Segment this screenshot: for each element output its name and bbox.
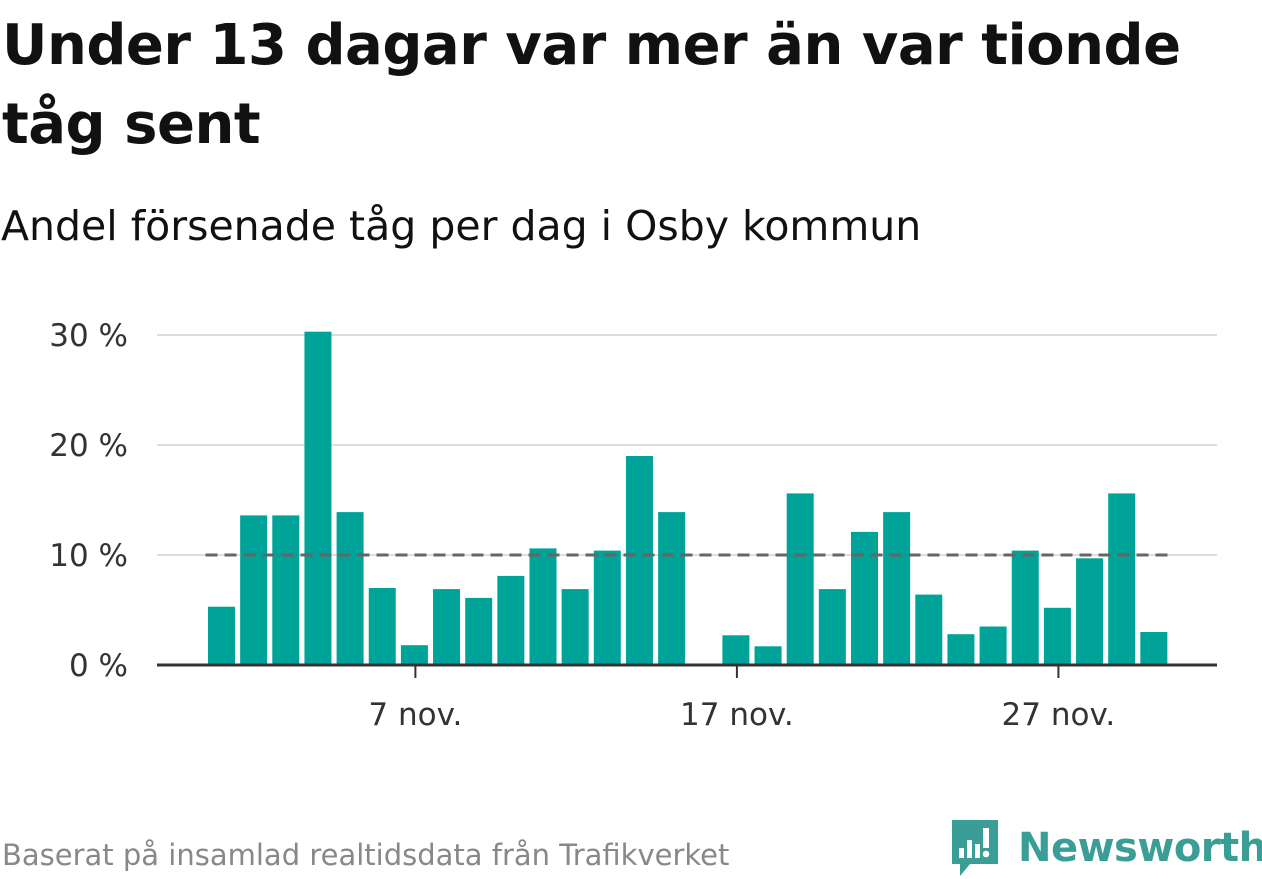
bar <box>1011 550 1039 665</box>
bar <box>336 512 364 665</box>
bar <box>625 456 653 665</box>
bar <box>947 634 975 665</box>
bar <box>658 512 686 665</box>
bar <box>529 548 557 665</box>
bar <box>818 589 846 665</box>
chart-subtitle: Andel försenade tåg per dag i Osby kommu… <box>1 202 922 250</box>
brand-logo: Newsworthy <box>950 818 1262 878</box>
bar <box>208 606 235 665</box>
bar <box>979 626 1007 665</box>
newsworthy-chart-bubble-icon <box>952 820 998 876</box>
bar <box>240 515 268 665</box>
bar <box>561 589 589 665</box>
source-note: Baserat på insamlad realtidsdata från Tr… <box>2 838 730 872</box>
bar <box>1076 558 1104 665</box>
bar <box>497 575 525 665</box>
axes <box>157 663 1217 678</box>
bar <box>1108 493 1136 665</box>
bar <box>593 550 621 665</box>
x-tick-label: 27 nov. <box>1002 697 1116 733</box>
bar <box>722 635 750 665</box>
bar <box>915 594 943 665</box>
bar <box>754 646 782 665</box>
bar <box>465 597 493 665</box>
x-tick-label: 17 nov. <box>680 697 794 733</box>
y-tick-label: 10 % <box>49 538 128 574</box>
bar <box>433 589 461 665</box>
bar <box>304 331 332 665</box>
x-tick-label: 7 nov. <box>368 697 462 733</box>
bar <box>272 515 300 665</box>
bars <box>208 331 1168 665</box>
bar-chart: 0 % 10 % 20 % 30 % 7 nov. 17 nov. 27 nov. <box>49 318 1217 733</box>
y-tick-label: 30 % <box>49 318 128 354</box>
tick-labels: 0 % 10 % 20 % 30 % 7 nov. 17 nov. 27 nov. <box>49 318 1115 733</box>
y-tick-label: 0 % <box>69 648 128 684</box>
bar <box>851 531 878 665</box>
bar <box>883 512 911 665</box>
bar <box>368 588 396 665</box>
y-tick-label: 20 % <box>49 428 128 464</box>
bar <box>400 645 428 665</box>
bar <box>1043 607 1071 665</box>
bar <box>1140 632 1168 665</box>
chart-title: Under 13 dagar var mer än var tionde tåg… <box>2 13 1181 157</box>
brand-name: Newsworthy <box>1018 825 1262 871</box>
bar <box>786 493 814 665</box>
